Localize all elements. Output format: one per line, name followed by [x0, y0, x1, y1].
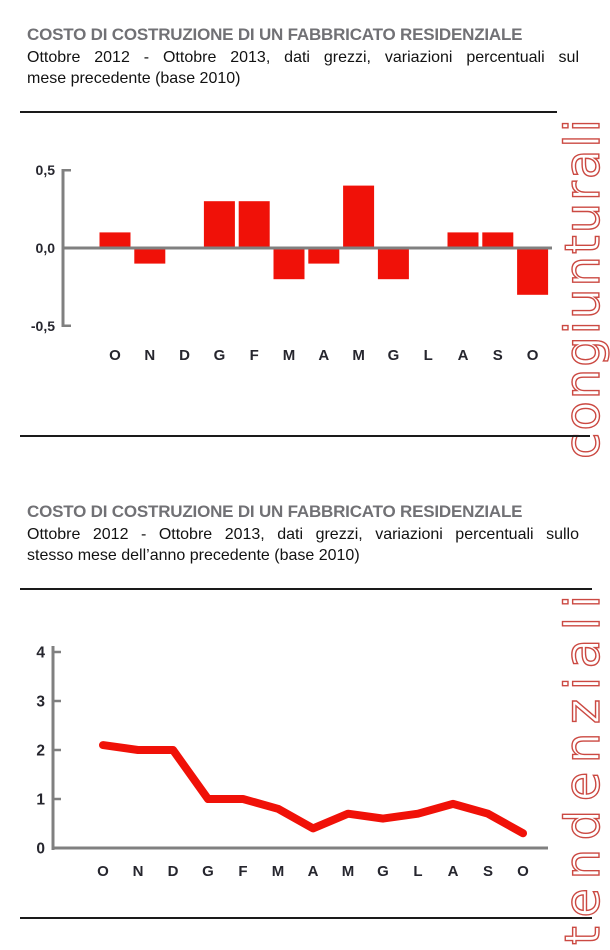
y-tick-label: 2: [36, 743, 45, 760]
separator-line-bottom-1: [20, 435, 590, 437]
x-label-9: L: [413, 863, 422, 880]
x-axis: [51, 846, 548, 850]
x-label-0: O: [97, 863, 109, 880]
bar-A-6: [308, 248, 340, 264]
x-label-2: D: [179, 347, 190, 364]
x-label-11: S: [493, 347, 503, 364]
bar-G-8: [377, 248, 409, 280]
y-tick: [53, 797, 61, 801]
bar-F-4: [238, 201, 270, 248]
chart1-subtitle-line1: Ottobre 2012 - Ottobre 2013, dati grezzi…: [27, 49, 579, 66]
y-tick-label: 0,0: [36, 240, 56, 256]
x-label-0: O: [109, 347, 121, 364]
x-label-1: N: [133, 863, 144, 880]
bar-M-7: [343, 185, 375, 248]
bar-S-11: [482, 232, 514, 248]
side-label-congiunturali: congiunturali: [555, 119, 610, 459]
side-label-tendenziali: tendenziali: [555, 595, 610, 945]
y-tick-label: 1: [36, 792, 45, 809]
y-tick-label: 0,5: [36, 162, 56, 178]
x-label-10: A: [458, 347, 469, 364]
y-axis: [51, 646, 55, 850]
x-label-2: D: [168, 863, 179, 880]
y-tick: [53, 650, 61, 654]
y-tick-label: 0: [36, 841, 45, 858]
bar-N-1: [134, 248, 166, 264]
x-label-4: F: [238, 863, 247, 880]
x-label-11: S: [483, 863, 493, 880]
y-tick-label: 3: [36, 694, 45, 711]
y-tick: [53, 748, 61, 752]
separator-line-top-1: [20, 111, 557, 113]
separator-line-top-2: [20, 588, 592, 590]
y-axis-top-tick: [63, 169, 71, 172]
y-tick-label: 4: [36, 645, 45, 662]
chart1-subtitle-line2: mese precedente (base 2010): [27, 70, 241, 87]
chart2-subtitle-line2: stesso mese dell’anno precedente (base 2…: [27, 547, 360, 564]
bar-O-12: [517, 248, 549, 295]
bar-O-0: [99, 232, 131, 248]
x-label-12: O: [527, 347, 539, 364]
x-label-10: A: [448, 863, 459, 880]
x-label-5: M: [283, 347, 296, 364]
y-tick: [53, 699, 61, 703]
x-label-4: F: [250, 347, 259, 364]
x-label-3: G: [214, 347, 226, 364]
zero-line: [63, 246, 552, 250]
y-tick-label: -0,5: [31, 318, 55, 334]
bar-M-5: [273, 248, 305, 280]
bar-G-3: [203, 201, 235, 248]
x-label-1: N: [144, 347, 155, 364]
x-label-5: M: [272, 863, 285, 880]
y-axis-bottom-tick: [63, 324, 71, 327]
x-label-8: G: [377, 863, 389, 880]
x-label-3: G: [202, 863, 214, 880]
x-label-6: A: [308, 863, 319, 880]
x-label-8: G: [388, 347, 400, 364]
chart1-title: COSTO DI COSTRUZIONE DI UN FABBRICATO RE…: [27, 25, 523, 44]
x-label-12: O: [517, 863, 529, 880]
x-label-6: A: [318, 347, 329, 364]
bar-A-10: [447, 232, 479, 248]
separator-line-bottom-2: [20, 917, 592, 919]
data-line: [99, 741, 527, 838]
x-label-9: L: [424, 347, 433, 364]
chart2-subtitle-line1: Ottobre 2012 - Ottobre 2013, dati grezzi…: [27, 526, 579, 543]
x-label-7: M: [342, 863, 355, 880]
x-label-7: M: [352, 347, 365, 364]
chart2-title: COSTO DI COSTRUZIONE DI UN FABBRICATO RE…: [27, 502, 523, 521]
